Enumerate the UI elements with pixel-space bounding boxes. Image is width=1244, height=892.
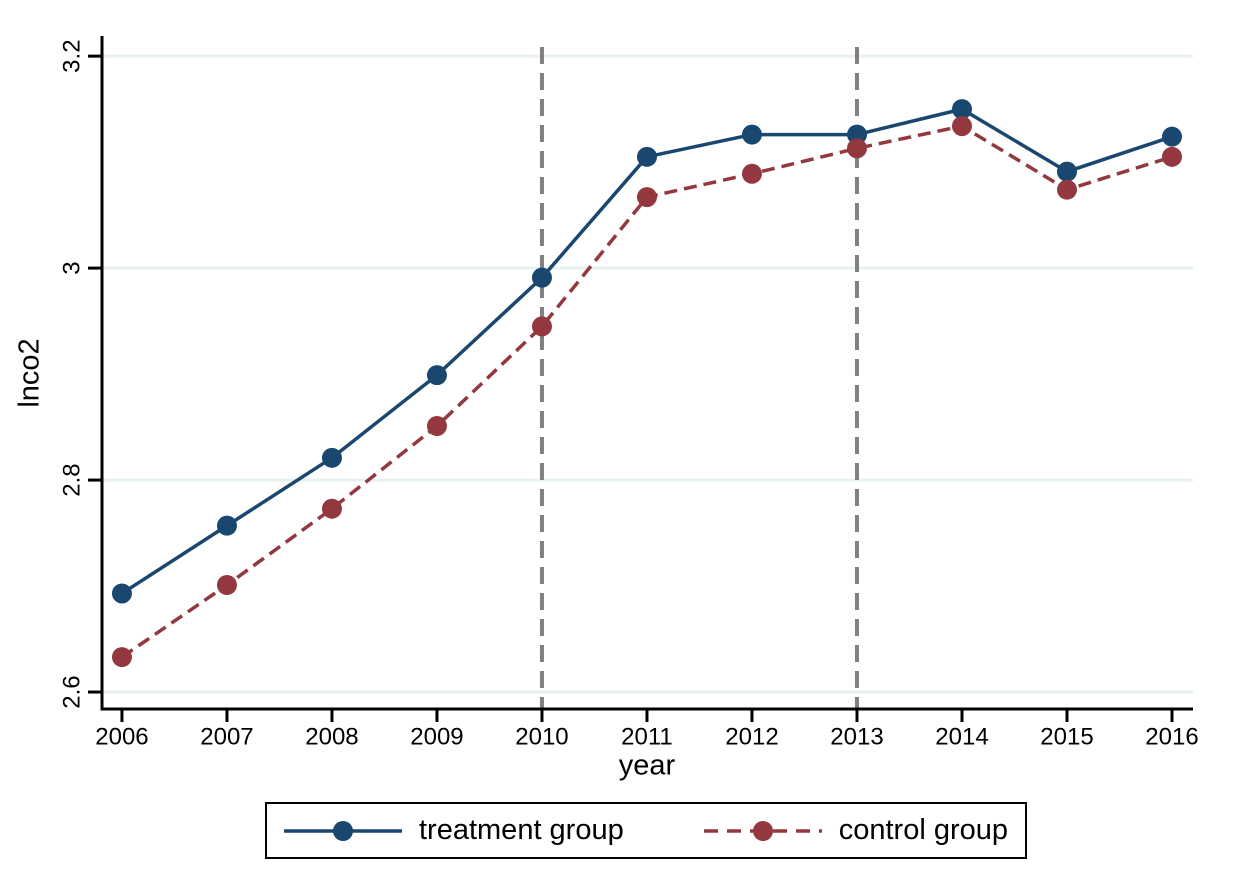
x-tick-label: 2010 xyxy=(515,724,568,751)
x-tick-label: 2006 xyxy=(95,724,148,751)
data-point xyxy=(426,416,447,437)
legend-swatch-control-line xyxy=(703,820,822,841)
x-axis-title: year xyxy=(618,749,676,782)
data-point xyxy=(1056,161,1077,182)
x-tick-label: 2011 xyxy=(621,724,673,751)
legend-label-treatment: treatment group xyxy=(419,814,624,846)
data-point xyxy=(741,163,762,184)
y-axis-title: lnco2 xyxy=(13,338,46,408)
legend-swatch-treatment-line xyxy=(284,820,402,841)
x-tick-label: 2008 xyxy=(305,724,358,751)
data-point xyxy=(1056,179,1077,200)
data-point xyxy=(636,187,657,208)
data-point xyxy=(636,146,657,167)
y-tick-label: 2.8 xyxy=(59,463,86,496)
data-point xyxy=(531,267,552,288)
x-tick-label: 2014 xyxy=(935,724,988,751)
x-tick-label: 2009 xyxy=(410,724,463,751)
legend-item-control: control group xyxy=(703,814,1008,847)
data-point xyxy=(216,515,237,536)
data-point xyxy=(426,365,447,386)
legend-box: treatment group control group xyxy=(265,802,1027,859)
x-tick-label: 2012 xyxy=(725,724,778,751)
axes xyxy=(100,36,1193,711)
data-point xyxy=(216,574,237,595)
data-point xyxy=(531,316,552,337)
x-tick-label: 2007 xyxy=(200,724,253,751)
x-tick-label: 2013 xyxy=(830,724,883,751)
data-point xyxy=(1161,126,1182,147)
data-point xyxy=(111,647,132,668)
data-point xyxy=(111,583,132,604)
series-line-0 xyxy=(121,107,1173,595)
data-point xyxy=(951,116,972,137)
x-tick-label: 2016 xyxy=(1145,724,1198,751)
legend-item-treatment: treatment group xyxy=(284,814,624,847)
data-point xyxy=(846,124,867,145)
y-tick-label: 2.6 xyxy=(59,675,86,708)
data-point xyxy=(321,498,342,519)
data-point xyxy=(321,447,342,468)
data-point xyxy=(741,124,762,145)
data-point xyxy=(1161,146,1182,167)
data-point xyxy=(846,138,867,159)
y-tick-label: 3 xyxy=(59,261,86,274)
data-point xyxy=(951,99,972,120)
legend-label-control: control group xyxy=(838,814,1008,846)
y-tick-label: 3.2 xyxy=(59,39,86,72)
x-tick-label: 2015 xyxy=(1040,724,1093,751)
